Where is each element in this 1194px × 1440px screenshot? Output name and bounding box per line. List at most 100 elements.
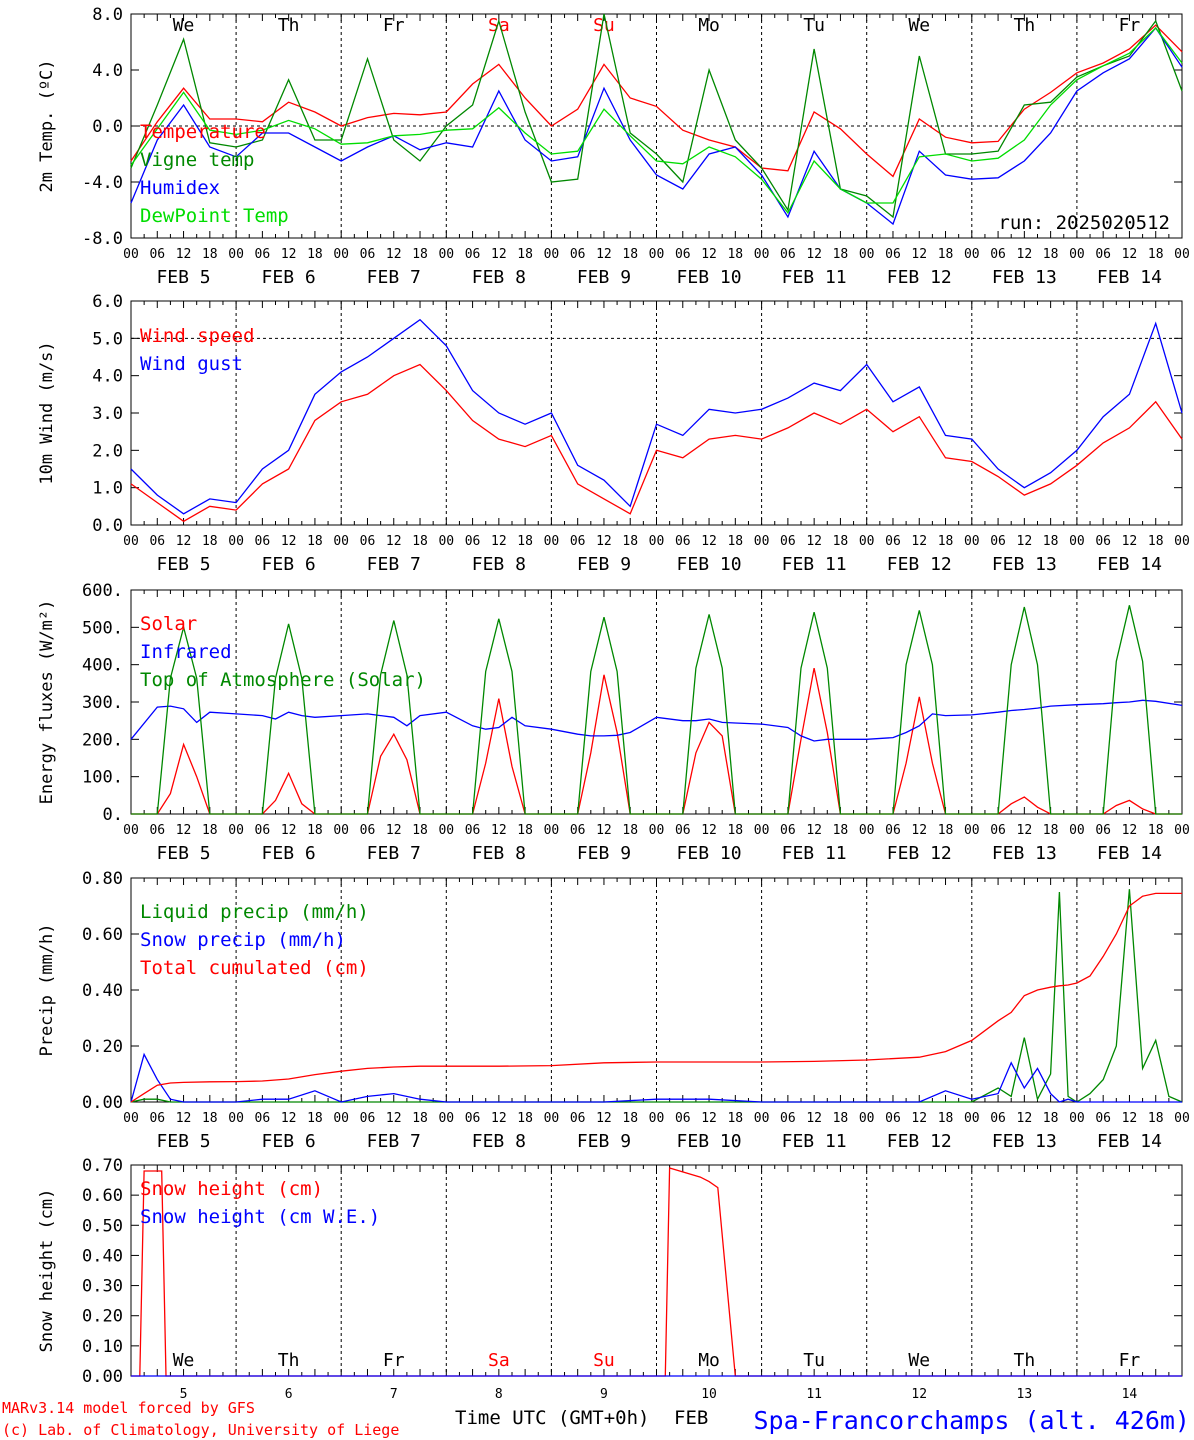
hour-tick-label: 18 <box>833 1111 849 1126</box>
y-tick-label: 2.0 <box>92 441 123 461</box>
hour-tick-label: 12 <box>176 247 192 262</box>
weekday-label: Fr <box>383 1350 405 1371</box>
hour-tick-label: 18 <box>622 247 638 262</box>
hour-tick-label: 18 <box>727 247 743 262</box>
hour-tick-label: 00 <box>964 823 980 838</box>
y-tick-label: 0.80 <box>82 869 123 889</box>
hour-tick-label: 12 <box>1017 247 1033 262</box>
hour-tick-label: 18 <box>412 247 428 262</box>
hour-tick-label: 06 <box>885 247 901 262</box>
hour-tick-label: 06 <box>570 247 586 262</box>
y-tick-label: 5.0 <box>92 329 123 349</box>
hour-tick-label: 12 <box>491 1111 507 1126</box>
chart-panel-4: 0.80 0.60 0.40 0.20 0.00 Precip (mm/h) 00 06 12 1… <box>37 869 1190 1152</box>
hour-tick-label: 00 <box>754 534 770 549</box>
date-label: FEB 9 <box>577 1131 631 1152</box>
weekday-label: Fr <box>383 15 405 36</box>
hour-tick-label: 18 <box>1148 823 1164 838</box>
hour-tick-label: 18 <box>1043 1111 1059 1126</box>
hour-tick-label: 18 <box>202 534 218 549</box>
hour-tick-label: 00 <box>544 823 560 838</box>
hour-tick-label: 18 <box>412 823 428 838</box>
date-label: FEB 6 <box>262 1131 316 1152</box>
hour-tick-label: 18 <box>1043 823 1059 838</box>
day-number-label: 12 <box>911 1387 927 1402</box>
hour-tick-label: 00 <box>754 1111 770 1126</box>
hour-tick-label: 18 <box>1043 534 1059 549</box>
chart-panel-2: 6.0 5.0 4.0 3.0 2.0 1.0 0.0 10m Wind (m/s) 00 06 1… <box>37 292 1190 575</box>
y-tick-label: 0.30 <box>82 1277 123 1297</box>
hour-tick-label: 18 <box>202 247 218 262</box>
hour-tick-label: 06 <box>885 1111 901 1126</box>
weekday-label: We <box>908 15 930 36</box>
hour-tick-label: 00 <box>964 1111 980 1126</box>
hour-tick-label: 12 <box>1017 534 1033 549</box>
hour-tick-label: 12 <box>1017 823 1033 838</box>
hour-tick-label: 06 <box>1095 1111 1111 1126</box>
hour-tick-label: 12 <box>911 534 927 549</box>
chart-panel-1: 8.0 4.0 0.0 -4.0 -8.0 2m Temp. (ºC) We Th Fr Sa Su… <box>37 5 1190 288</box>
date-label: FEB 13 <box>992 267 1057 288</box>
y-tick-label: 500. <box>82 618 123 638</box>
date-label: FEB 11 <box>782 843 847 864</box>
legend-entry: Snow height (cm) <box>140 1178 323 1200</box>
hour-tick-label: 18 <box>412 1111 428 1126</box>
legend-entry: Humidex <box>140 177 220 199</box>
hour-tick-label: 00 <box>1069 247 1085 262</box>
date-label: FEB 12 <box>887 554 952 575</box>
hour-tick-label: 00 <box>859 1111 875 1126</box>
credit-lab: (c) Lab. of Climatology, University of L… <box>2 1421 399 1439</box>
hour-tick-label: 06 <box>990 534 1006 549</box>
y-tick-label: 4.0 <box>92 61 123 81</box>
y-axis-label: 10m Wind (m/s) <box>37 341 57 484</box>
hour-tick-label: 12 <box>701 1111 717 1126</box>
hour-tick-label: 06 <box>255 823 271 838</box>
legend-entry: Vigne temp <box>140 149 254 171</box>
hour-tick-label: 18 <box>622 823 638 838</box>
y-axis-label: Precip (mm/h) <box>37 923 57 1056</box>
credit-model: MARv3.14 model forced by GFS <box>2 1399 255 1417</box>
weekday-label: Th <box>278 15 300 36</box>
series-line <box>130 699 1183 742</box>
hour-tick-label: 18 <box>517 534 533 549</box>
date-label: FEB 9 <box>577 843 631 864</box>
weekday-label: Tu <box>803 15 825 36</box>
hour-tick-label: 06 <box>149 823 165 838</box>
hour-tick-label: 18 <box>938 1111 954 1126</box>
hour-tick-label: 00 <box>1069 823 1085 838</box>
station-title: Spa-Francorchamps (alt. 426m) <box>754 1406 1191 1435</box>
y-tick-label: 0.70 <box>82 1156 123 1176</box>
hour-tick-label: 12 <box>911 247 927 262</box>
hour-tick-label: 00 <box>228 823 244 838</box>
hour-tick-label: 06 <box>990 823 1006 838</box>
date-label: FEB 12 <box>887 267 952 288</box>
hour-tick-label: 18 <box>622 534 638 549</box>
run-label: run: 2025020512 <box>998 212 1170 234</box>
hour-tick-label: 06 <box>780 534 796 549</box>
chart-panel-5: 0.70 0.60 0.50 0.40 0.30 0.20 0.10 0.00 Snow hei… <box>37 1156 1183 1402</box>
hour-tick-label: 12 <box>281 247 297 262</box>
hour-tick-label: 06 <box>990 247 1006 262</box>
weekday-label: Fr <box>1119 1350 1141 1371</box>
legend-entry: Wind gust <box>140 353 243 375</box>
weekday-label: Su <box>593 1350 615 1371</box>
series-line <box>130 13 1183 219</box>
legend-entry: Temperature <box>140 121 266 143</box>
y-tick-label: 0.0 <box>92 516 123 536</box>
date-label: FEB 8 <box>472 267 526 288</box>
y-tick-label: 0.00 <box>82 1093 123 1113</box>
hour-tick-label: 06 <box>780 247 796 262</box>
date-label: FEB 11 <box>782 1131 847 1152</box>
hour-tick-label: 06 <box>675 823 691 838</box>
hour-tick-label: 00 <box>333 823 349 838</box>
weekday-label: We <box>173 15 195 36</box>
hour-tick-label: 00 <box>544 1111 560 1126</box>
hour-tick-label: 12 <box>491 247 507 262</box>
hour-tick-label: 12 <box>176 823 192 838</box>
hour-tick-label: 06 <box>990 1111 1006 1126</box>
hour-tick-label: 00 <box>754 247 770 262</box>
date-label: FEB 10 <box>677 843 742 864</box>
hour-tick-label: 00 <box>123 534 139 549</box>
hour-tick-label: 06 <box>465 534 481 549</box>
legend-entry: Top of Atmosphere (Solar) <box>140 669 426 691</box>
